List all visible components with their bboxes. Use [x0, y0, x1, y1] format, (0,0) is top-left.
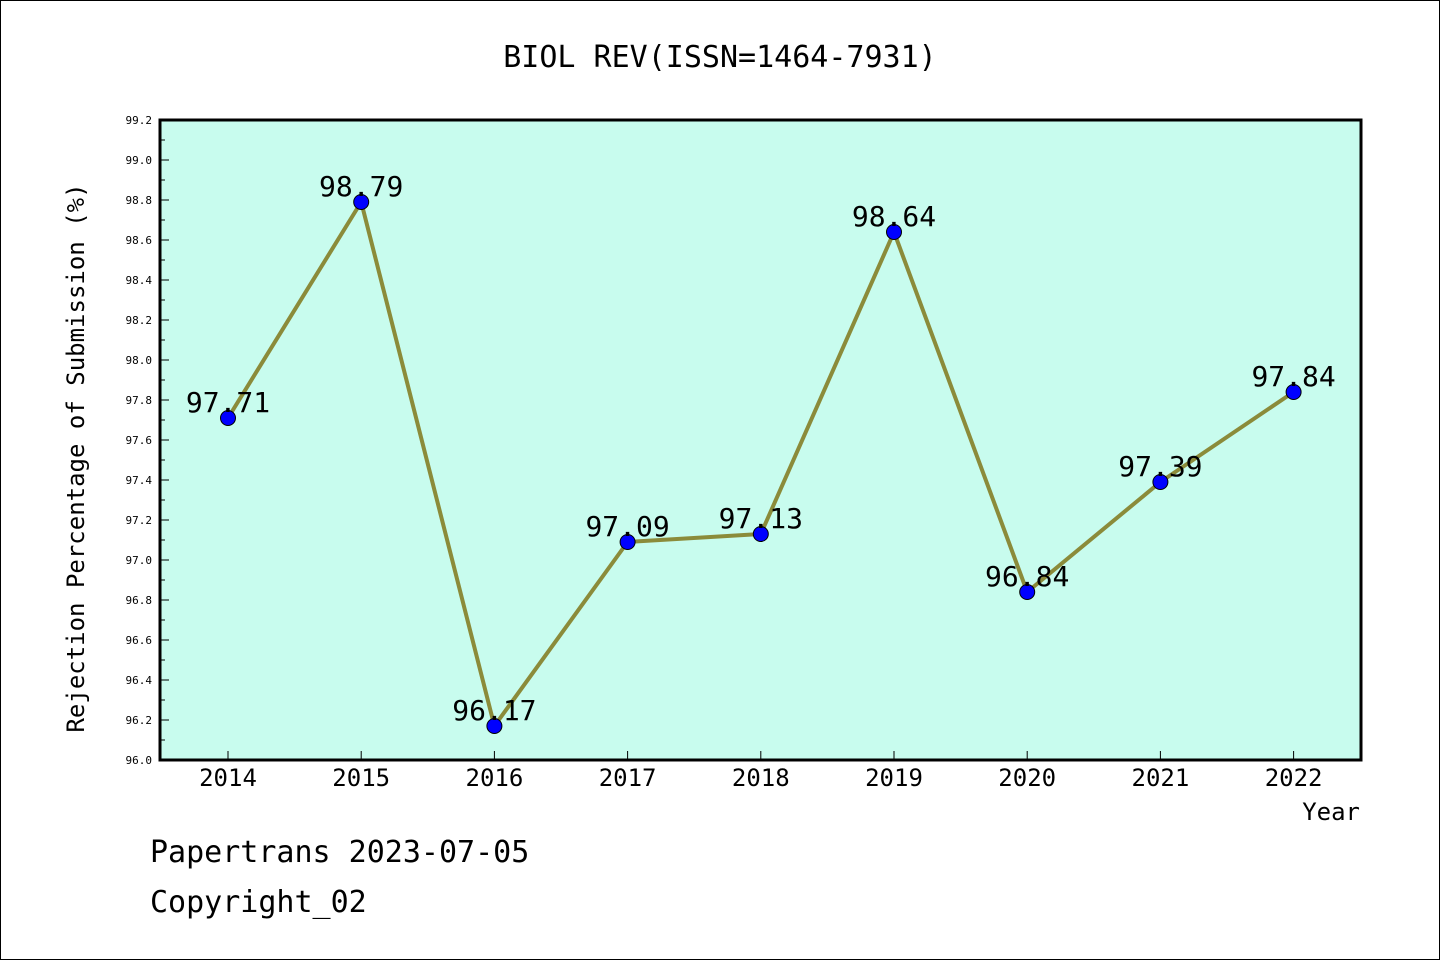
data-label: 96.84	[985, 560, 1069, 593]
y-tick-label: 97.8	[126, 394, 153, 407]
y-tick-label: 96.8	[126, 594, 153, 607]
data-label: 97.84	[1251, 360, 1335, 393]
y-tick-label: 98.2	[126, 314, 153, 327]
data-point	[1019, 584, 1036, 600]
x-tick-label: 2016	[466, 764, 524, 792]
footer-date-line: Papertrans 2023-07-05	[150, 835, 530, 870]
data-point	[486, 718, 503, 734]
data-markers	[220, 194, 1302, 734]
plot-border	[158, 118, 1363, 762]
y-tick-label: 99.2	[126, 114, 153, 127]
y-tick-label: 97.4	[126, 474, 153, 487]
y-tick-label: 96.4	[126, 674, 153, 687]
x-tick-label: 2014	[199, 764, 257, 792]
y-tick-label: 97.6	[126, 434, 153, 447]
y-tick-label: 98.0	[126, 354, 153, 367]
data-point	[886, 224, 902, 240]
x-tick-label: 2017	[599, 764, 657, 792]
y-tick-label: 98.4	[126, 274, 153, 287]
x-axis-label: Year	[1302, 798, 1360, 826]
data-label: 97.13	[719, 502, 803, 535]
x-tick-label: 2019	[865, 764, 923, 792]
y-tick-label: 98.6	[126, 234, 153, 247]
y-tick-label: 98.8	[126, 194, 153, 207]
data-point	[353, 194, 370, 210]
x-tick-label: 2018	[732, 764, 790, 792]
plot-area	[160, 120, 1361, 760]
x-tick-label: 2015	[332, 764, 390, 792]
data-label: 98.64	[852, 200, 936, 233]
data-label: 97.09	[585, 510, 669, 543]
data-label: 97.39	[1118, 450, 1202, 483]
data-labels: 97.71 98.79 96.17 97.09 97.13 98.64 96.84 97.39…	[186, 170, 1336, 727]
y-tick-label: 96.0	[126, 754, 153, 767]
data-label: 97.71	[186, 386, 270, 419]
y-axis-label: Rejection Percentage of Submission (%)	[62, 183, 90, 732]
x-tick-label: 2021	[1132, 764, 1190, 792]
chart-title: BIOL REV(ISSN=1464-7931)	[503, 40, 936, 75]
data-point	[1285, 384, 1302, 400]
y-tick-label: 96.6	[126, 634, 153, 647]
data-point	[1152, 474, 1169, 490]
data-point	[619, 534, 636, 550]
y-tick-label: 99.0	[126, 154, 153, 167]
x-tick-label: 2022	[1265, 764, 1323, 792]
data-point	[752, 526, 769, 542]
y-tick-label: 97.2	[126, 514, 153, 527]
x-tick-label: 2020	[998, 764, 1056, 792]
y-tick-label: 96.2	[126, 714, 153, 727]
y-axis: 96.0 96.2 96.4 96.6 96.8 97.0 97.2 97.4 97.6 97.8…	[126, 114, 169, 767]
data-point	[220, 410, 236, 426]
data-label: 96.17	[452, 694, 536, 727]
footer-copyright-line: Copyright_02	[150, 885, 367, 920]
y-tick-label: 97.0	[126, 554, 153, 567]
x-axis: 2014 2015 2016 2017 2018 2019 2020 2021 2022	[199, 751, 1322, 792]
data-label: 98.79	[319, 170, 403, 203]
